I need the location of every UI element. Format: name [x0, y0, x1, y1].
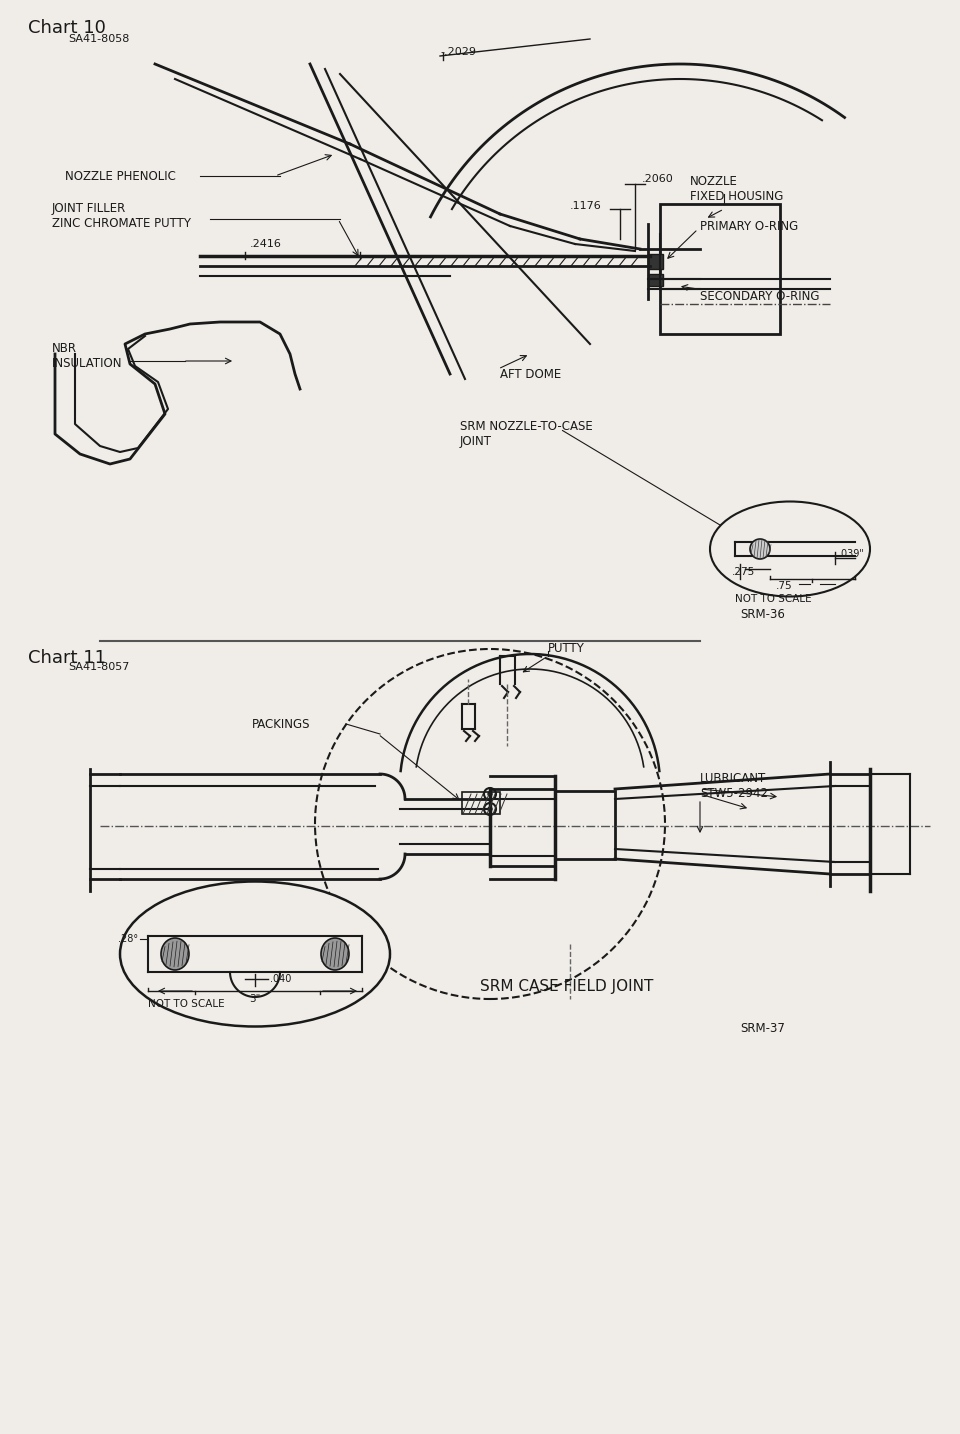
Text: SRM CASE FIELD JOINT: SRM CASE FIELD JOINT [480, 978, 654, 994]
Text: NOT TO SCALE: NOT TO SCALE [148, 999, 225, 1010]
Text: SRM-36: SRM-36 [740, 608, 785, 621]
Bar [648, 254, 663, 270]
Text: 3": 3" [250, 994, 261, 1004]
Text: SRM NOZZLE-TO-CASE
JOINT: SRM NOZZLE-TO-CASE JOINT [460, 420, 592, 447]
Text: -.2029: -.2029 [440, 47, 476, 57]
Circle shape [488, 792, 492, 796]
Bar [462, 792, 500, 815]
Ellipse shape [710, 502, 870, 597]
Bar [660, 204, 780, 334]
Text: .2060: .2060 [642, 174, 674, 184]
Text: .040: .040 [270, 974, 292, 984]
Text: NBR
INSULATION: NBR INSULATION [52, 341, 123, 370]
Ellipse shape [120, 882, 390, 1027]
Text: AFT DOME: AFT DOME [500, 367, 562, 380]
Text: .2416: .2416 [250, 239, 282, 250]
Text: Chart 10: Chart 10 [28, 19, 106, 37]
Text: SA41-8057: SA41-8057 [68, 663, 130, 673]
Text: .1176: .1176 [570, 201, 602, 211]
Text: .039": .039" [838, 549, 864, 559]
Text: SA41-8058: SA41-8058 [68, 34, 130, 44]
Text: .28°: .28° [118, 934, 138, 944]
Text: Chart 11: Chart 11 [28, 650, 106, 667]
Text: JOINT FILLER
ZINC CHROMATE PUTTY: JOINT FILLER ZINC CHROMATE PUTTY [52, 202, 191, 229]
Text: NOZZLE
FIXED HOUSING: NOZZLE FIXED HOUSING [690, 175, 783, 204]
Circle shape [750, 539, 770, 559]
Ellipse shape [161, 938, 189, 969]
Text: NOT TO SCALE: NOT TO SCALE [735, 594, 811, 604]
Circle shape [488, 807, 492, 812]
Text: LUBRICANT
STW5-2942: LUBRICANT STW5-2942 [700, 771, 768, 800]
Text: NOZZLE PHENOLIC: NOZZLE PHENOLIC [65, 169, 176, 182]
Text: PUTTY: PUTTY [548, 642, 585, 655]
Text: SECONDARY O-RING: SECONDARY O-RING [700, 290, 820, 303]
Text: SRM-37: SRM-37 [740, 1022, 785, 1035]
Bar [648, 274, 663, 285]
Ellipse shape [321, 938, 349, 969]
Text: .75: .75 [776, 581, 793, 591]
Text: PACKINGS: PACKINGS [252, 717, 310, 730]
Bar [555, 792, 615, 859]
Text: PRIMARY O-RING: PRIMARY O-RING [700, 219, 799, 232]
Text: .275: .275 [732, 566, 756, 576]
